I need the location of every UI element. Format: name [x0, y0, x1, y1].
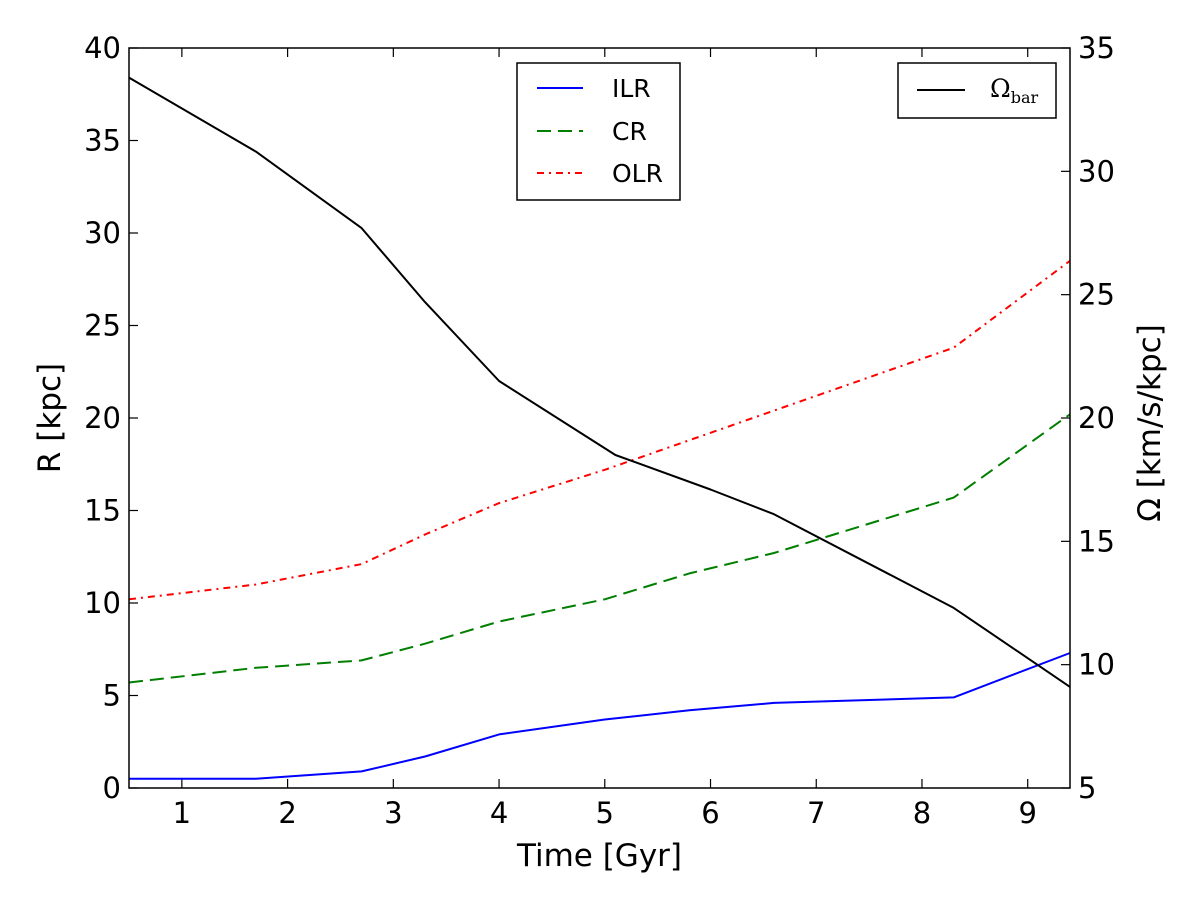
y-right-tick-label: 5 — [1078, 771, 1096, 805]
series-layer — [128, 76, 1071, 780]
series-line-olr — [128, 259, 1071, 601]
series-line-omega-bar — [128, 76, 1071, 688]
y-axis-right-title: Ω [km/s/kpc] — [1132, 324, 1168, 522]
legend-ilr-label: ILR — [612, 74, 651, 103]
x-tick-label: 5 — [596, 796, 614, 830]
x-tick-label: 8 — [913, 796, 931, 830]
legend-right: Ωbar — [897, 62, 1057, 119]
series-line-ilr — [129, 652, 1071, 780]
x-tick-label: 2 — [278, 796, 296, 830]
x-axis-title: Time [Gyr] — [516, 838, 682, 874]
x-tick-label: 9 — [1018, 796, 1036, 830]
y-right-tick-label: 15 — [1078, 524, 1115, 558]
y-left-tick-label: 40 — [84, 31, 121, 65]
x-tick-label: 3 — [384, 796, 402, 830]
y-left-tick-label: 30 — [84, 216, 121, 250]
y-right-tick-label: 30 — [1078, 154, 1115, 188]
y-left-tick-label: 25 — [84, 309, 121, 343]
y-left-tick-label: 5 — [103, 679, 121, 713]
x-tick-label: 1 — [173, 796, 191, 830]
y-right-tick-label: 25 — [1078, 278, 1115, 312]
legend-left: ILR CR OLR — [516, 62, 681, 201]
legend-cr-label: CR — [612, 117, 647, 146]
y-axis-left-title: R [kpc] — [32, 363, 68, 473]
y-left-tick-label: 20 — [84, 401, 121, 435]
y-right-tick-label: 10 — [1078, 648, 1115, 682]
ticks-layer: 1 2 3 4 5 6 7 8 9 0 5 10 15 20 25 30 35 40 5 10 15 20 25 30 35 — [84, 31, 1115, 830]
plot-frame — [128, 47, 1071, 789]
legend-omega-symbol: Ω — [990, 74, 1011, 103]
y-left-tick-label: 0 — [103, 771, 121, 805]
y-right-tick-label: 35 — [1078, 31, 1115, 65]
y-left-tick-label: 35 — [84, 124, 121, 158]
series-line-cr — [128, 413, 1071, 684]
x-tick-label: 6 — [701, 796, 719, 830]
legend-omega-subscript: bar — [1011, 88, 1039, 107]
y-right-tick-label: 20 — [1078, 401, 1115, 435]
legend-omega-bar-label: Ωbar — [990, 74, 1039, 107]
x-tick-label: 7 — [807, 796, 825, 830]
y-left-tick-label: 15 — [84, 494, 121, 528]
x-tick-label: 4 — [490, 796, 508, 830]
y-left-tick-label: 10 — [84, 586, 121, 620]
legend-olr-label: OLR — [612, 159, 663, 188]
